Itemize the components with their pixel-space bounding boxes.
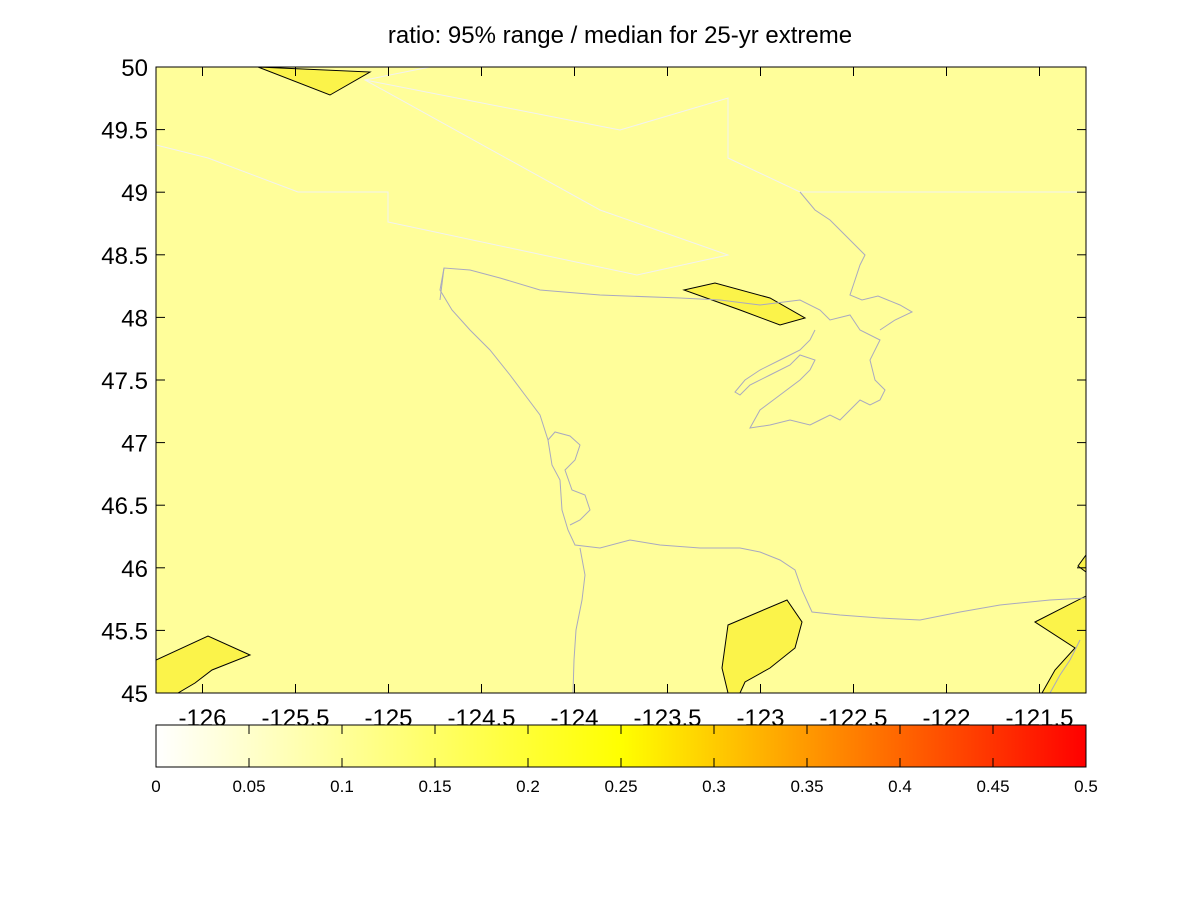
colorbar-ticks — [155, 725, 1087, 767]
y-tick-label: 47.5 — [101, 368, 148, 395]
colorbar-tick-label: 0.05 — [232, 777, 265, 796]
y-tick-label: 49.5 — [101, 118, 148, 145]
map-y-tick-labels: 45 45.5 46 46.5 47 47.5 48 48.5 49 49.5 50 — [101, 55, 148, 708]
contour-patch — [721, 599, 803, 693]
coastline — [439, 267, 1086, 621]
map-ticks — [156, 66, 1086, 694]
colorbar: 0 0.05 0.1 0.15 0.2 0.25 0.3 0.35 0.4 0.45 0.5 — [151, 724, 1098, 796]
border-line — [156, 67, 730, 276]
colorbar-tick-label: 0.25 — [604, 777, 637, 796]
contour-patch — [156, 635, 252, 693]
map-panel: -126 -125.5 -125 -124.5 -124 -123.5 -123 -122.5… — [101, 55, 1087, 732]
y-tick-label: 46.5 — [101, 493, 148, 520]
coastline — [572, 547, 586, 693]
colorbar-tick-label: 0 — [151, 777, 160, 796]
coastline — [547, 431, 591, 526]
coastline — [1049, 639, 1081, 693]
y-tick-label: 45 — [121, 681, 148, 708]
y-tick-label: 45.5 — [101, 618, 148, 645]
map-background — [156, 67, 1086, 693]
y-tick-label: 46 — [121, 556, 148, 583]
colorbar-tick-label: 0.5 — [1074, 777, 1098, 796]
borders-and-coastline — [156, 67, 1086, 693]
colorbar-tick-label: 0.35 — [790, 777, 823, 796]
colorbar-tick-label: 0.15 — [418, 777, 451, 796]
colorbar-tick-label: 0.3 — [702, 777, 726, 796]
y-tick-label: 49 — [121, 180, 148, 207]
contour-patch — [1034, 595, 1086, 693]
colorbar-tick-label: 0.2 — [516, 777, 540, 796]
y-tick-label: 50 — [121, 55, 148, 82]
chart-title: ratio: 95% range / median for 25-yr extr… — [388, 22, 852, 49]
colorbar-tick-label: 0.4 — [888, 777, 912, 796]
colorbar-tick-labels: 0 0.05 0.1 0.15 0.2 0.25 0.3 0.35 0.4 0.45 0.5 — [151, 777, 1098, 796]
coastline — [439, 267, 886, 429]
y-tick-label: 47 — [121, 431, 148, 458]
contour-patch — [682, 282, 807, 326]
y-tick-label: 48.5 — [101, 243, 148, 270]
contour-patch — [257, 67, 372, 96]
coastline — [799, 191, 914, 331]
colorbar-tick-label: 0.45 — [976, 777, 1009, 796]
colorbar-tick-label: 0.1 — [330, 777, 354, 796]
y-tick-label: 48 — [121, 305, 148, 332]
contour-patches — [156, 67, 1086, 693]
border-line — [364, 79, 1086, 193]
